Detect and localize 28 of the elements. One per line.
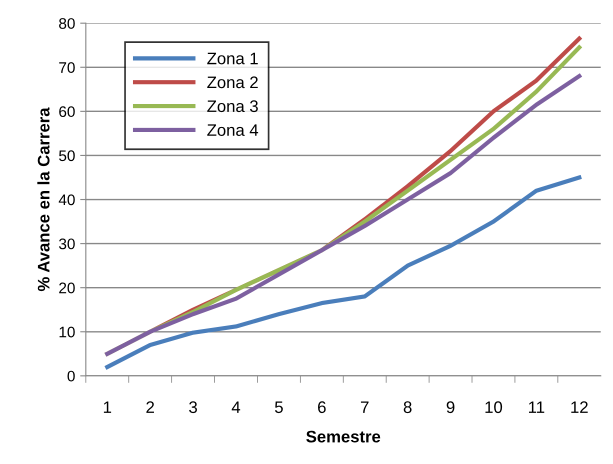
x-tick-label: 9: [446, 401, 454, 414]
x-tick-label: 5: [274, 401, 283, 414]
x-tick-label: 4: [232, 401, 240, 413]
x-tick-label: 11: [528, 401, 544, 413]
x-tick-label: 12: [571, 401, 588, 413]
x-tick-label: 1: [104, 401, 112, 413]
legend-label: Zona 2: [207, 76, 258, 88]
x-tick-label: 2: [146, 401, 154, 413]
y-tick-label: 30: [58, 238, 75, 250]
legend-label: Zona 3: [207, 100, 258, 112]
y-tick-label: 80: [59, 18, 75, 29]
y-tick-label: 0: [68, 370, 75, 382]
y-tick-label: 70: [59, 62, 75, 73]
x-tick-label: 3: [189, 401, 197, 414]
y-tick-label: 10: [60, 326, 75, 338]
x-tick-label: 7: [360, 401, 369, 413]
x-tick-label: 6: [318, 401, 326, 414]
y-tick-label: 20: [59, 282, 75, 294]
x-tick-label: 8: [404, 401, 412, 414]
x-axis-title: Semestre: [306, 430, 380, 443]
legend-label: Zona 4: [207, 124, 258, 136]
x-tick-label: 10: [485, 401, 502, 414]
legend-label: Zona 1: [207, 52, 258, 64]
y-tick-label: 40: [58, 194, 75, 206]
y-tick-label: 50: [59, 150, 75, 162]
y-tick-label: 60: [59, 106, 75, 118]
line-series: [105, 175, 582, 370]
y-axis-title: % Avance en la Carrera: [37, 107, 50, 292]
